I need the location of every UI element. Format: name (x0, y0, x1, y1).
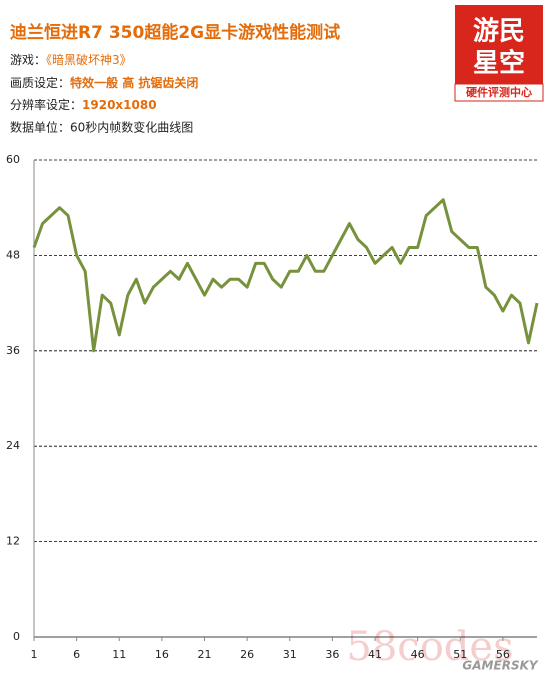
y-tick-label: 36 (6, 344, 20, 357)
watermark: GAMERSKY (462, 659, 538, 673)
x-tick-label: 31 (283, 648, 297, 661)
x-tick-label: 36 (325, 648, 339, 661)
y-tick-label: 60 (6, 153, 20, 166)
chart-title: 迪兰恒进R7 350超能2G显卡游戏性能测试 (10, 22, 340, 43)
logo-text: 星空 (473, 48, 525, 79)
data-line (32, 198, 539, 353)
y-tick-label: 48 (6, 248, 20, 261)
x-tick-label: 51 (453, 648, 467, 661)
info-label: 游戏： (10, 53, 46, 67)
info-label: 分辨率设定： (10, 97, 82, 112)
info-line: 画质设定：特效一般 高 抗锯齿关闭 (10, 75, 198, 90)
note: 数据单位：60秒内帧数变化曲线图 (10, 120, 193, 135)
x-tick-label: 46 (411, 648, 425, 661)
info-label: 画质设定： (10, 75, 70, 90)
info-line: 分辨率设定：1920x1080 (10, 97, 157, 112)
y-tick-label: 0 (13, 630, 20, 643)
watermark: 58codes (346, 624, 513, 670)
logo-text: 硬件评测中心 (466, 85, 532, 99)
info-value: 《暗黑破坏神3》 (46, 52, 132, 67)
x-tick-label: 1 (31, 648, 38, 661)
logo-text: 游民 (473, 17, 525, 47)
info-value: 特效一般 高 抗锯齿关闭 (70, 75, 198, 90)
x-tick-label: 56 (496, 648, 510, 661)
info-line: 游戏：《暗黑破坏神3》 (10, 52, 132, 67)
x-tick-label: 41 (368, 648, 382, 661)
info-value: 1920x1080 (82, 98, 157, 112)
x-tick-label: 26 (240, 648, 254, 661)
x-tick-label: 16 (155, 648, 169, 661)
x-tick-label: 11 (112, 648, 126, 661)
x-tick-label: 6 (73, 648, 80, 661)
y-tick-label: 24 (6, 439, 20, 452)
logo-band (454, 83, 544, 102)
x-tick-label: 21 (198, 648, 212, 661)
y-tick-label: 12 (6, 535, 20, 548)
